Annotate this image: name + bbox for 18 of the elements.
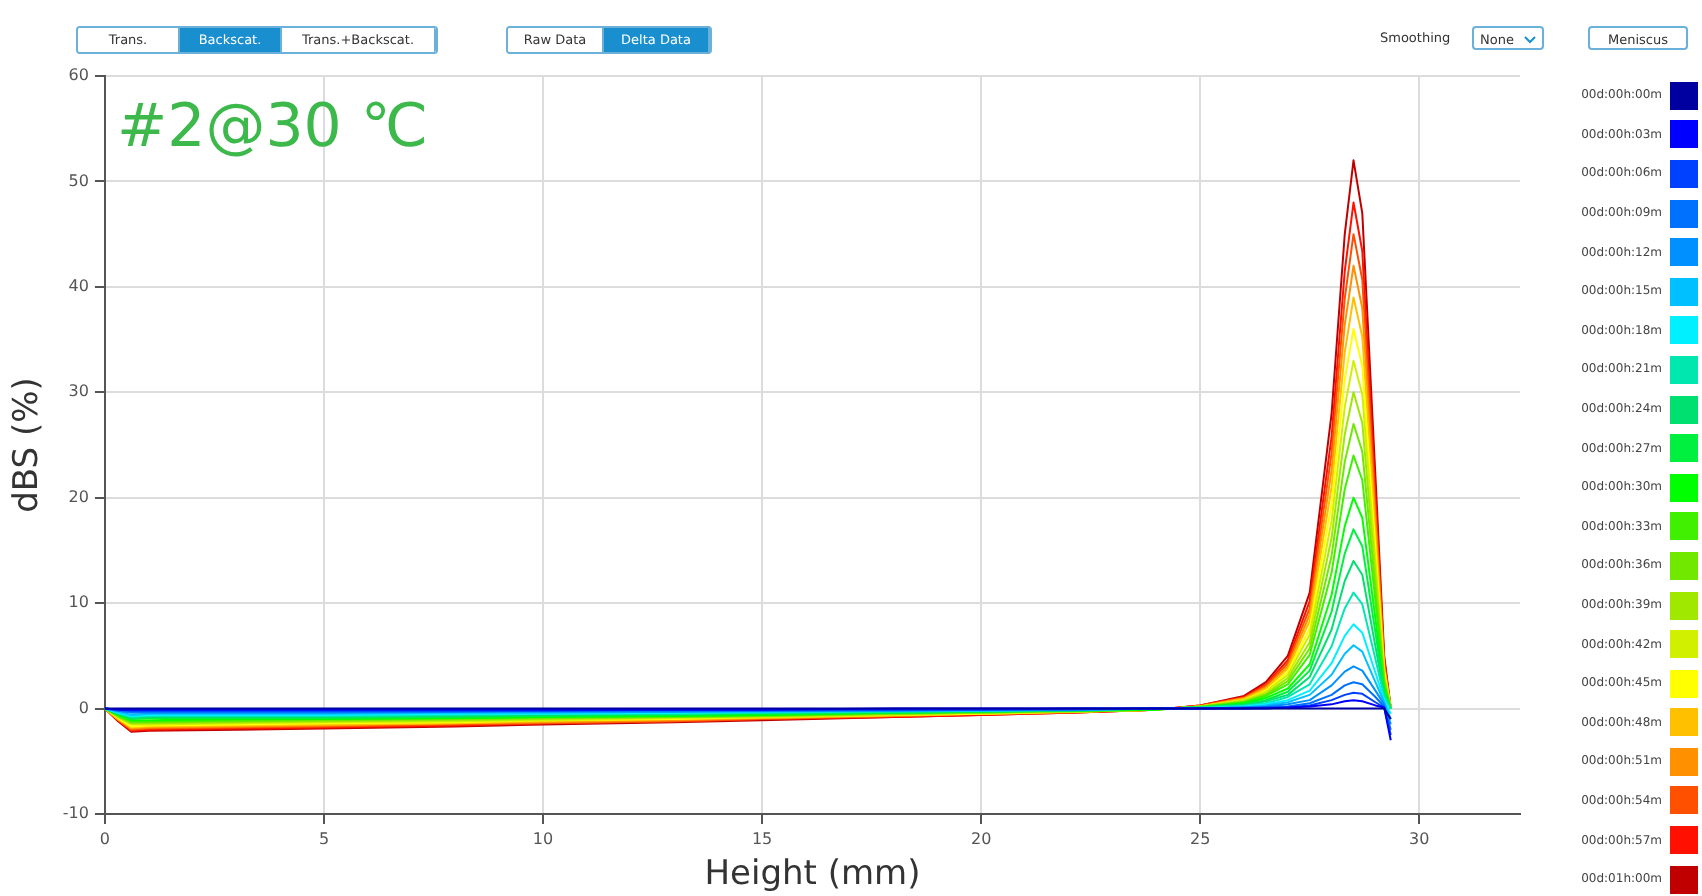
x-tick-label: 10 (532, 829, 554, 848)
y-tick-label: 0 (78, 698, 89, 717)
y-axis-title: dBS (%) (7, 377, 48, 513)
y-tick-label: -10 (62, 804, 89, 823)
x-tick-label: 25 (1190, 829, 1211, 848)
chart-title: #2@30 ℃ (116, 91, 429, 162)
x-tick-label: 20 (970, 829, 992, 848)
y-tick-label: 60 (68, 66, 89, 85)
x-tick-label: 0 (99, 829, 111, 848)
y-tick-label: 40 (68, 277, 89, 296)
y-tick-label: 10 (68, 593, 89, 612)
y-tick-label: 50 (68, 171, 89, 190)
y-tick-label: 30 (68, 382, 89, 401)
x-tick-label: 15 (751, 829, 773, 848)
x-axis-title: Height (mm) (704, 854, 921, 895)
y-tick-label: 20 (68, 487, 89, 506)
x-tick-label: 30 (1409, 829, 1430, 848)
x-tick-label: 5 (318, 829, 330, 848)
